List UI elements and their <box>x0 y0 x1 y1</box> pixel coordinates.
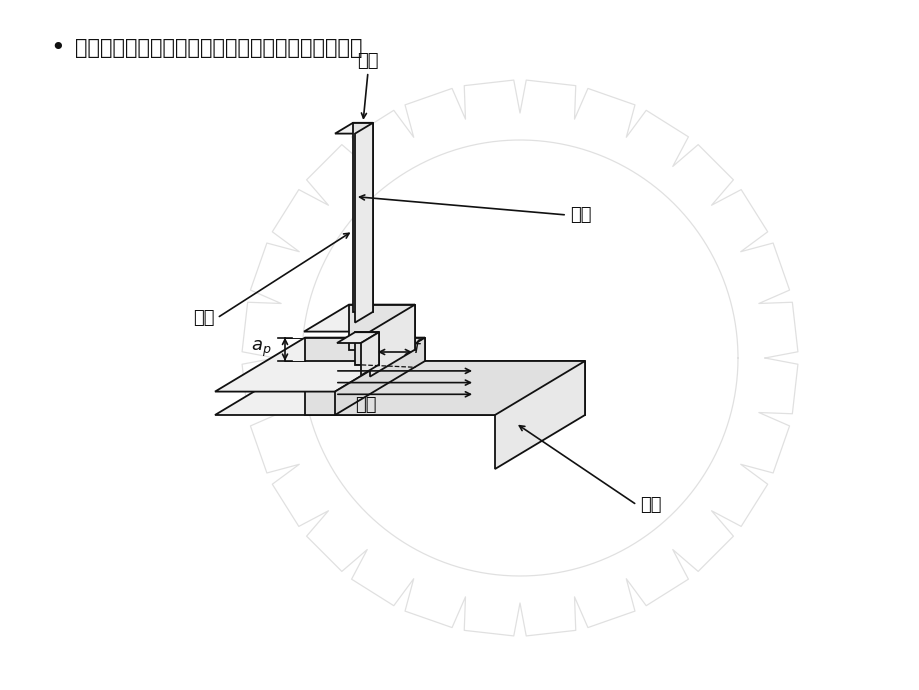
Polygon shape <box>355 332 379 364</box>
Polygon shape <box>305 361 584 415</box>
Polygon shape <box>360 332 379 375</box>
Text: 切削: 切削 <box>193 309 215 327</box>
Text: 刨刀: 刨刀 <box>357 52 379 70</box>
Polygon shape <box>303 304 414 332</box>
Polygon shape <box>369 304 414 377</box>
Polygon shape <box>355 123 372 323</box>
Polygon shape <box>215 361 584 415</box>
Text: 返回: 返回 <box>570 206 591 224</box>
Polygon shape <box>335 337 425 415</box>
Polygon shape <box>494 361 584 469</box>
Polygon shape <box>335 123 372 134</box>
Polygon shape <box>353 123 372 312</box>
Polygon shape <box>336 332 379 343</box>
Text: 图示为牛头刨床刨削平面时的刨削运动及刨削用量。: 图示为牛头刨床刨削平面时的刨削运动及刨削用量。 <box>75 38 362 58</box>
Polygon shape <box>305 337 425 361</box>
Text: $a_p$: $a_p$ <box>250 339 271 359</box>
Text: $f$: $f$ <box>413 339 423 357</box>
Text: 工件: 工件 <box>640 496 661 514</box>
Polygon shape <box>215 337 425 392</box>
Text: •: • <box>50 36 64 60</box>
Polygon shape <box>348 304 414 350</box>
Text: 进给: 进给 <box>355 396 376 414</box>
